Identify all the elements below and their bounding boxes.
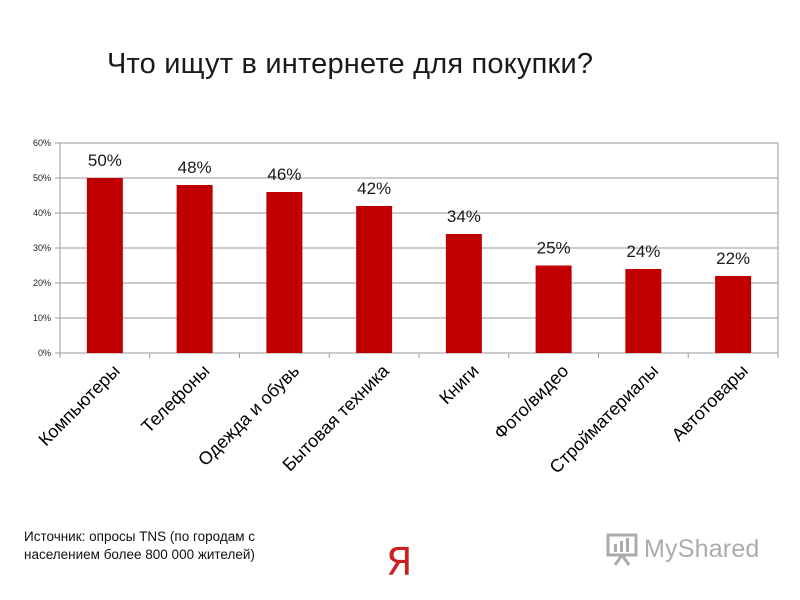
y-tick-label: 40% (33, 208, 51, 218)
data-label: 22% (716, 249, 750, 268)
y-tick-label: 30% (33, 243, 51, 253)
myshared-watermark: MyShared (606, 532, 760, 566)
bar (176, 185, 213, 353)
watermark-text: MyShared (644, 534, 760, 563)
bar (356, 206, 393, 353)
category-label: Телефоны (137, 361, 213, 437)
data-label: 46% (267, 165, 301, 184)
source-note: Источник: опросы TNS (по городам с насел… (24, 529, 256, 562)
y-tick-label: 20% (33, 278, 51, 288)
presentation-board-icon (606, 533, 638, 566)
data-label: 48% (178, 158, 212, 177)
data-label: 24% (626, 242, 660, 261)
bar (535, 265, 572, 353)
data-label: 34% (447, 207, 481, 226)
data-label: 50% (88, 151, 122, 170)
y-tick-label: 0% (38, 348, 51, 358)
data-label: 25% (537, 239, 571, 258)
bar (625, 269, 662, 353)
y-tick-label: 10% (33, 313, 51, 323)
y-tick-label: 50% (33, 173, 51, 183)
bar (86, 178, 123, 353)
category-label: Фото/видео (490, 361, 572, 443)
data-label: 42% (357, 179, 391, 198)
y-tick-label: 60% (33, 138, 51, 148)
bar (715, 276, 752, 353)
bar (266, 192, 303, 353)
chart-title: Что ищут в интернете для покупки? (107, 48, 594, 80)
category-label: Книги (435, 361, 482, 408)
category-label: Компьютеры (35, 361, 124, 450)
bar (445, 234, 482, 353)
bar-chart: 0% 10% 20% 30% 40% 50% 60% 50% 48% 46% 42% 34% 25% 2… (33, 138, 779, 477)
yandex-logo: Я (386, 540, 413, 584)
category-label: Автотовары (668, 361, 752, 445)
